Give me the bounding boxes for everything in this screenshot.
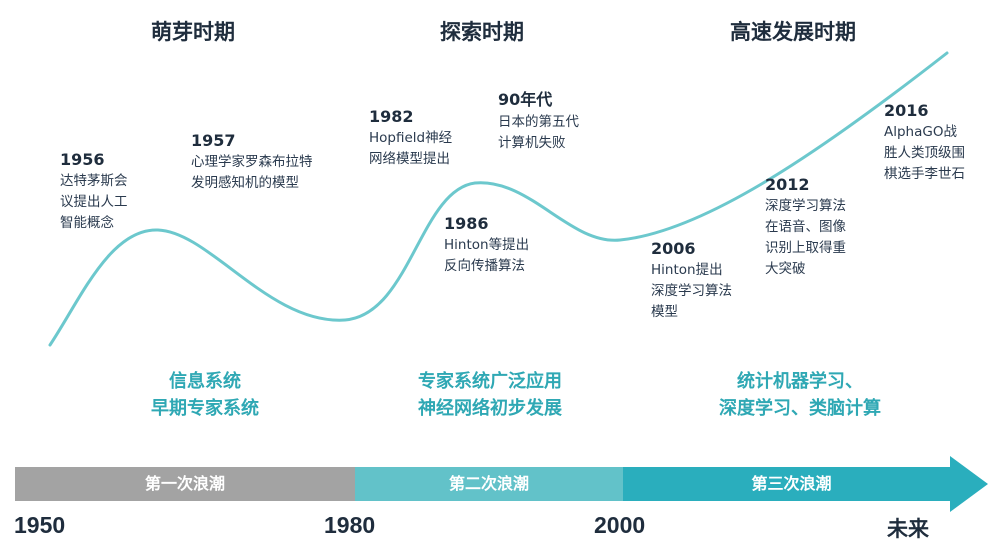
axis-year-1950: 1950 — [14, 512, 66, 538]
application-text-line: 专家系统广泛应用 — [418, 371, 562, 392]
event-text-line: Hinton提出 — [651, 262, 723, 278]
event-text-line: 在语音、图像 — [765, 219, 846, 235]
event-2006: 2006 Hinton提出 深度学习算法 模型 — [651, 239, 732, 323]
wave-label: 第三次浪潮 — [751, 474, 832, 493]
application-area-second: 专家系统广泛应用 神经网络初步发展 — [375, 368, 605, 422]
wave-label: 第一次浪潮 — [144, 474, 225, 493]
event-text-line: 发明感知机的模型 — [191, 175, 299, 191]
phase-title-exploration: 探索时期 — [440, 20, 524, 44]
event-year: 1957 — [191, 131, 236, 150]
phase-title-rapid-development: 高速发展时期 — [730, 20, 856, 44]
event-text-line: 智能概念 — [60, 215, 114, 231]
event-2012: 2012 深度学习算法 在语音、图像 识别上取得重 大突破 — [765, 175, 846, 280]
event-1986: 1986 Hinton等提出 反向传播算法 — [444, 214, 529, 277]
event-text-line: 日本的第五代 — [498, 114, 579, 130]
event-text-line: 议提出人工 — [60, 194, 128, 210]
application-area-first: 信息系统 早期专家系统 — [90, 368, 320, 422]
event-text-line: 深度学习算法 — [765, 198, 846, 214]
event-year: 90年代 — [498, 90, 553, 109]
application-area-third: 统计机器学习、 深度学习、类脑计算 — [680, 368, 920, 422]
phase-title-sprouting: 萌芽时期 — [151, 20, 235, 44]
axis-year-2000: 2000 — [594, 512, 646, 538]
event-text-line: 达特茅斯会 — [60, 173, 128, 189]
curve-line — [48, 51, 949, 347]
timeline-arrow-head — [950, 456, 988, 512]
application-text-line: 统计机器学习、 — [737, 371, 863, 392]
event-year: 2006 — [651, 239, 696, 258]
event-year: 1982 — [369, 107, 414, 126]
event-year: 2012 — [765, 175, 810, 194]
application-text-line: 神经网络初步发展 — [418, 398, 562, 419]
event-text-line: 棋选手李世石 — [884, 166, 965, 182]
event-year: 1956 — [60, 150, 105, 169]
axis-year-future: 未来 — [887, 517, 929, 541]
event-text-line: 大突破 — [765, 261, 806, 277]
wave-label: 第二次浪潮 — [448, 474, 529, 493]
event-text-line: 网络模型提出 — [369, 151, 450, 167]
axis-year-1980: 1980 — [324, 512, 376, 538]
event-1956: 1956 达特茅斯会 议提出人工 智能概念 — [60, 150, 128, 234]
event-text-line: 胜人类顶级围 — [884, 145, 965, 161]
event-text-line: 深度学习算法 — [651, 283, 732, 299]
event-1957: 1957 心理学家罗森布拉特 发明感知机的模型 — [191, 131, 313, 194]
event-text-line: Hinton等提出 — [444, 237, 530, 253]
application-text-line: 深度学习、类脑计算 — [719, 398, 881, 419]
event-1982: 1982 Hopfield神经 网络模型提出 — [369, 107, 452, 170]
event-text-line: 计算机失败 — [498, 135, 566, 151]
wave-segment-first: 第一次浪潮 — [15, 467, 355, 501]
application-text-line: 信息系统 — [169, 371, 241, 392]
event-year: 1986 — [444, 214, 489, 233]
event-text-line: 识别上取得重 — [765, 240, 846, 256]
event-year: 2016 — [884, 101, 929, 120]
event-2016: 2016 AlphaGO战 胜人类顶级围 棋选手李世石 — [884, 101, 965, 185]
event-text-line: 模型 — [651, 304, 678, 320]
event-text-line: 心理学家罗森布拉特 — [191, 154, 313, 170]
event-text-line: Hopfield神经 — [369, 130, 453, 146]
wave-segment-second: 第二次浪潮 — [355, 467, 623, 501]
application-text-line: 早期专家系统 — [151, 398, 259, 419]
event-1990s: 90年代 日本的第五代 计算机失败 — [498, 86, 579, 154]
event-text-line: AlphaGO战 — [884, 124, 957, 140]
event-text-line: 反向传播算法 — [444, 258, 525, 274]
wave-segment-third: 第三次浪潮 — [623, 467, 950, 501]
